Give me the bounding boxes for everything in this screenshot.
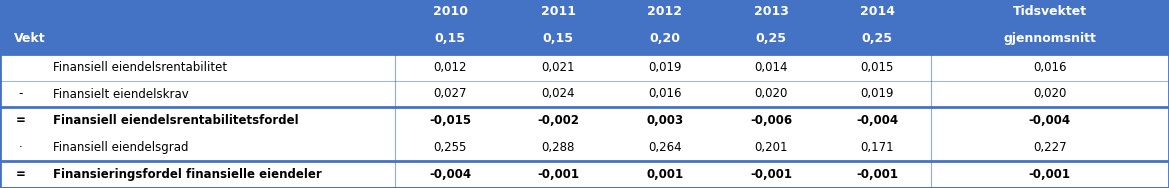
- Text: 0,15: 0,15: [435, 32, 465, 45]
- Text: -0,004: -0,004: [856, 114, 899, 127]
- Text: -0,001: -0,001: [750, 168, 791, 181]
- Text: -0,006: -0,006: [749, 114, 793, 127]
- Text: Tidsvektet: Tidsvektet: [1012, 5, 1087, 18]
- Text: 2011: 2011: [541, 5, 575, 18]
- Text: 0,021: 0,021: [541, 61, 575, 74]
- Text: 2010: 2010: [433, 5, 468, 18]
- Text: 0,25: 0,25: [755, 32, 787, 45]
- Bar: [0, 81, 1169, 107]
- Text: ·: ·: [19, 141, 23, 154]
- Text: 0,227: 0,227: [1033, 141, 1066, 154]
- Text: 0,016: 0,016: [1033, 61, 1066, 74]
- Text: 2012: 2012: [648, 5, 682, 18]
- Text: 0,012: 0,012: [434, 61, 466, 74]
- Text: 0,024: 0,024: [541, 87, 575, 101]
- Text: 0,019: 0,019: [648, 61, 682, 74]
- Text: 0,014: 0,014: [754, 61, 788, 74]
- Text: 0,288: 0,288: [541, 141, 575, 154]
- Text: 0,020: 0,020: [754, 87, 788, 101]
- Text: -0,015: -0,015: [429, 114, 471, 127]
- Text: Finansiell eiendelsrentabilitet: Finansiell eiendelsrentabilitet: [53, 61, 227, 74]
- Text: 0,25: 0,25: [862, 32, 893, 45]
- Text: 0,016: 0,016: [648, 87, 682, 101]
- Text: -: -: [19, 87, 23, 101]
- Text: 0,171: 0,171: [860, 141, 894, 154]
- Text: 0,003: 0,003: [646, 114, 683, 127]
- Text: 0,019: 0,019: [860, 87, 894, 101]
- Text: -0,001: -0,001: [538, 168, 579, 181]
- Bar: [0, 107, 1169, 134]
- Bar: [0, 0, 1169, 54]
- Text: 0,001: 0,001: [646, 168, 683, 181]
- Bar: [0, 161, 1169, 188]
- Text: Vekt: Vekt: [14, 32, 46, 45]
- Text: -0,002: -0,002: [538, 114, 579, 127]
- Text: -0,001: -0,001: [1029, 168, 1071, 181]
- Text: gjennomsnitt: gjennomsnitt: [1003, 32, 1097, 45]
- Text: 0,20: 0,20: [649, 32, 680, 45]
- Text: 0,264: 0,264: [648, 141, 682, 154]
- Text: Finansiell eiendelsrentabilitetsfordel: Finansiell eiendelsrentabilitetsfordel: [53, 114, 298, 127]
- Text: 0,020: 0,020: [1033, 87, 1066, 101]
- Text: Finansieringsfordel finansielle eiendeler: Finansieringsfordel finansielle eiendele…: [53, 168, 321, 181]
- Bar: [0, 134, 1169, 161]
- Text: -0,001: -0,001: [857, 168, 898, 181]
- Text: 0,027: 0,027: [434, 87, 466, 101]
- Text: =: =: [16, 114, 26, 127]
- Text: Finansiell eiendelsgrad: Finansiell eiendelsgrad: [53, 141, 188, 154]
- Bar: [0, 54, 1169, 81]
- Text: 0,015: 0,015: [860, 61, 894, 74]
- Text: -0,004: -0,004: [1029, 114, 1071, 127]
- Text: -0,004: -0,004: [429, 168, 471, 181]
- Text: 2014: 2014: [860, 5, 894, 18]
- Text: 0,15: 0,15: [542, 32, 574, 45]
- Text: Finansielt eiendelskrav: Finansielt eiendelskrav: [53, 87, 188, 101]
- Text: =: =: [16, 168, 26, 181]
- Text: 0,255: 0,255: [434, 141, 466, 154]
- Text: 2013: 2013: [754, 5, 788, 18]
- Text: 0,201: 0,201: [754, 141, 788, 154]
